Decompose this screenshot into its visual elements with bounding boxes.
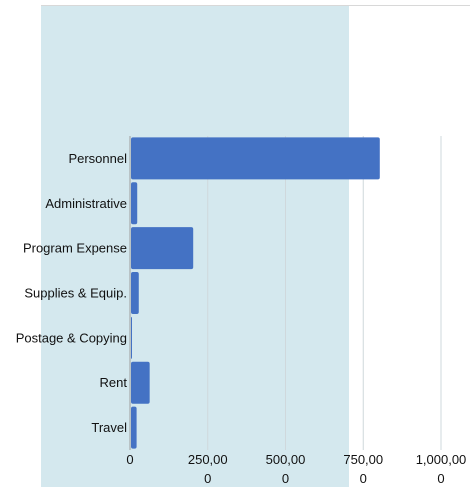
category-label-4: Postage & Copying [16,330,127,345]
category-label-1: Administrative [45,196,127,211]
bar-6 [131,406,137,449]
x-tick-label-2: 500,00 0 [266,452,306,486]
x-tick-label-3: 750,00 0 [343,452,383,486]
category-labels: Personnel Administrative Program Expense Su… [16,151,128,435]
bar-2 [131,227,194,270]
top-divider [41,5,470,6]
bar-3 [131,272,139,314]
category-label-5: Rent [100,375,128,390]
bar-5 [131,361,150,404]
x-tick-labels: 0 250,00 0 500,00 0 750,00 0 1,000,00 0 [126,452,466,486]
bars [131,137,380,449]
category-label-3: Supplies & Equip. [24,286,127,301]
bar-1 [131,182,138,225]
category-label-2: Program Expense [23,241,127,256]
x-tick-label-4: 1,000,00 0 [416,452,467,486]
category-label-6: Travel [91,420,127,435]
highlight-band [41,6,349,487]
gridlines [207,136,442,450]
x-tick-label-0: 0 [126,452,133,467]
bar-4 [131,316,132,359]
category-label-0: Personnel [68,151,127,166]
x-tick-label-1: 250,00 0 [188,452,228,486]
bar-0 [131,137,380,180]
